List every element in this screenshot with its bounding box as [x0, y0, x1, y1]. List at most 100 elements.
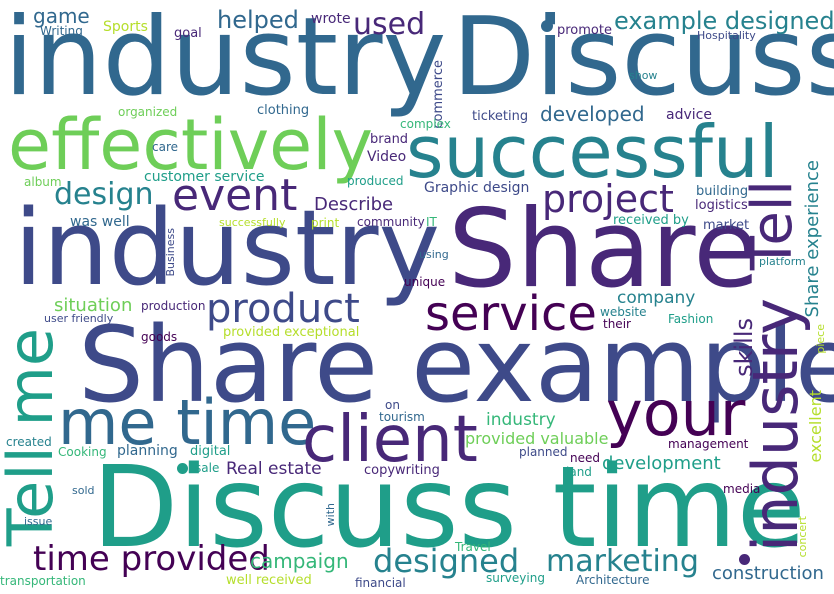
word-successful: successful: [406, 110, 779, 194]
word-time-provided: time provided: [33, 539, 270, 579]
word-was-well: was well: [70, 214, 130, 230]
word-promote: promote: [557, 23, 612, 38]
word-digital: digital: [190, 444, 231, 459]
word-using: using: [419, 248, 449, 261]
word-marketing: marketing: [546, 544, 699, 579]
word-event: event: [172, 170, 298, 221]
word-received-by: received by: [613, 213, 689, 228]
word-brand: brand: [370, 132, 409, 147]
word-their: their: [603, 317, 631, 331]
word-advice: advice: [666, 107, 712, 123]
word-created: created: [6, 435, 52, 449]
word-media: media: [723, 482, 761, 496]
word-clothing: clothing: [257, 103, 310, 118]
word-successfully: successfully: [219, 216, 286, 229]
word-transportation: transportation: [0, 574, 86, 588]
word-financial: financial: [355, 576, 406, 590]
word-sports: Sports: [103, 19, 148, 35]
word-share-experience: Share experience: [802, 160, 823, 318]
word-skills: skills: [730, 318, 758, 377]
word-care: care: [152, 140, 179, 154]
word-campaign: campaign: [250, 549, 349, 573]
word-land: land: [566, 465, 592, 479]
word-surveying: surveying: [486, 571, 545, 585]
word-describe: Describe: [314, 194, 394, 215]
word-planning: planning: [117, 443, 178, 459]
word-real-estate: Real estate: [226, 459, 322, 479]
word-user-friendly: user friendly: [44, 312, 114, 325]
word-on: on: [385, 398, 400, 412]
word-service: service: [425, 286, 597, 342]
word-logistics: logistics: [695, 198, 748, 213]
word-goal: goal: [174, 26, 202, 41]
word-graphic-design: Graphic design: [424, 180, 530, 196]
word-example-designed: example designed: [614, 7, 834, 35]
word-project: project: [542, 177, 674, 221]
word-wrote: wrote: [311, 11, 351, 27]
word-excellent: excellent: [806, 390, 825, 463]
word-sale: sale: [195, 461, 220, 475]
word-community: community: [357, 215, 425, 229]
word-used: used: [353, 7, 426, 42]
word-developed: developed: [540, 102, 645, 126]
decorative-dot: [541, 20, 553, 32]
word-organized: organized: [118, 105, 178, 119]
word-industry-small: industry: [486, 410, 556, 430]
word-hospitality: Hospitality: [697, 29, 756, 42]
word-share: Share: [448, 187, 760, 312]
word-goods: goods: [141, 330, 178, 344]
word-planned: planned: [519, 445, 568, 459]
word-piece: piece: [814, 324, 827, 354]
word-me-time: me time: [58, 386, 317, 459]
word-development: development: [602, 453, 721, 474]
word-complex: complex: [400, 117, 451, 131]
word-provided-exceptional: provided exceptional: [223, 325, 360, 340]
word-construction: construction: [712, 563, 824, 584]
word-business: Business: [164, 228, 177, 277]
word-effectively: effectively: [8, 104, 374, 186]
decorative-dot: [177, 463, 188, 474]
word-your: your: [606, 377, 746, 450]
word-concert: concert: [796, 516, 809, 558]
word-it: IT: [426, 215, 437, 229]
word-industry-top: industry: [4, 0, 447, 120]
word-ticketing: ticketing: [472, 109, 529, 124]
word-production: production: [141, 299, 206, 313]
word-client: client: [302, 403, 478, 477]
word-with: with: [324, 503, 337, 527]
word-design: design: [54, 177, 154, 212]
word-sold: sold: [72, 484, 95, 497]
word-produced: produced: [347, 174, 404, 188]
word-video: Video: [367, 149, 407, 165]
word-discuss: Discuss: [452, 0, 834, 120]
word-helped: helped: [217, 6, 299, 34]
word-issue: issue: [24, 515, 53, 528]
word-unique: unique: [404, 275, 446, 289]
word-well-received: well received: [226, 573, 312, 588]
word-game: game: [33, 4, 90, 28]
word-writing: Writing: [40, 24, 83, 38]
word-management: management: [668, 437, 749, 451]
word-copywriting: copywriting: [364, 463, 440, 478]
word-travel: Travel: [455, 540, 491, 554]
word-building: building: [696, 184, 749, 199]
word-print: print: [311, 216, 340, 230]
word-company: company: [617, 288, 696, 308]
word-cooking: Cooking: [58, 445, 107, 459]
word-provided-valuable: provided valuable: [465, 429, 609, 448]
word-show: show: [629, 69, 658, 82]
decorative-dot: [739, 554, 750, 565]
word-platform: platform: [759, 255, 806, 268]
word-discuss-time: Discuss time: [92, 443, 806, 573]
word-industry-mid: industry: [14, 187, 441, 309]
word-product: product: [206, 286, 360, 332]
word-architecture: Architecture: [576, 573, 650, 587]
word-fashion: Fashion: [668, 312, 714, 326]
word-need: need: [570, 451, 600, 465]
word-album: album: [24, 175, 62, 189]
word-designed: designed: [373, 542, 520, 580]
word-tourism: tourism: [379, 410, 425, 424]
word-website: website: [600, 305, 647, 319]
word-situation: situation: [54, 295, 133, 316]
